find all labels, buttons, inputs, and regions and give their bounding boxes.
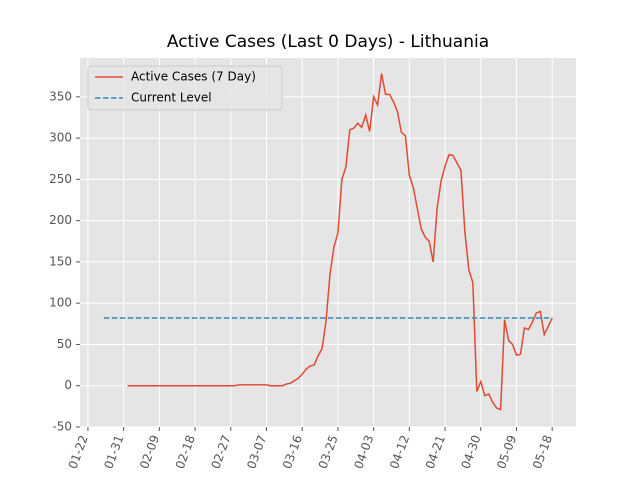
y-tick-label: 100 bbox=[49, 296, 72, 310]
y-tick-label: 300 bbox=[49, 131, 72, 145]
chart-title: Active Cases (Last 0 Days) - Lithuania bbox=[167, 32, 489, 52]
y-tick-label: 350 bbox=[49, 89, 72, 103]
data-line bbox=[127, 73, 553, 411]
legend-label: Active Cases (7 Day) bbox=[131, 70, 256, 84]
legend-box bbox=[87, 65, 283, 111]
y-tick-label: -50 bbox=[52, 420, 72, 434]
y-tick-label: 0 bbox=[64, 378, 72, 392]
y-tick-label: 50 bbox=[57, 337, 72, 351]
plot-area bbox=[80, 58, 576, 427]
legend-label: Current Level bbox=[131, 91, 212, 105]
y-tick-label: 200 bbox=[49, 213, 72, 227]
y-tick-label: 250 bbox=[49, 172, 72, 186]
y-tick-label: 150 bbox=[49, 254, 72, 268]
